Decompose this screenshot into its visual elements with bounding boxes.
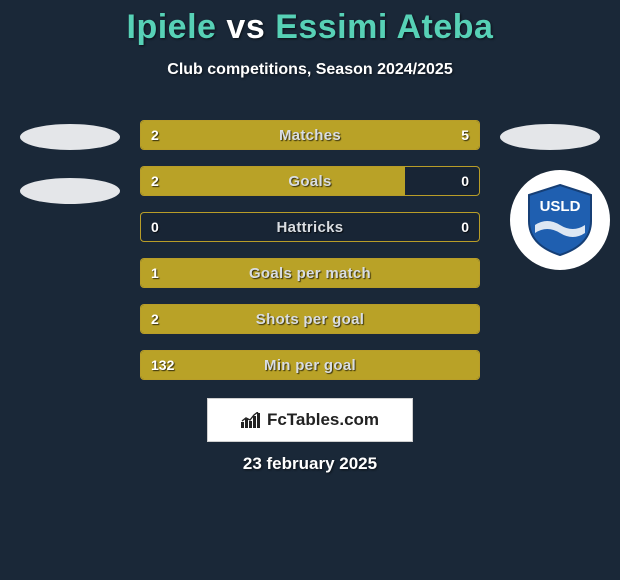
date-label: 23 february 2025 (0, 454, 620, 474)
stat-bar-row: 132Min per goal (140, 350, 480, 380)
stat-bar-row: 25Matches (140, 120, 480, 150)
subtitle: Club competitions, Season 2024/2025 (0, 61, 620, 79)
player1-avatar-placeholder-bottom (20, 178, 120, 204)
stat-label: Hattricks (141, 213, 479, 241)
stat-bar-row: 20Goals (140, 166, 480, 196)
stat-label: Min per goal (141, 351, 479, 379)
crest-text: USLD (540, 198, 581, 215)
fctables-badge: FcTables.com (207, 398, 413, 442)
fctables-text: FcTables.com (267, 410, 379, 430)
player2-avatar-placeholder (500, 124, 600, 150)
comparison-title: Ipiele vs Essimi Ateba (0, 0, 620, 47)
vs-separator: vs (226, 8, 265, 46)
player2-name: Essimi Ateba (275, 8, 493, 46)
stat-bar-row: 2Shots per goal (140, 304, 480, 334)
stat-label: Shots per goal (141, 305, 479, 333)
stat-label: Goals per match (141, 259, 479, 287)
player1-avatar-placeholder-top (20, 124, 120, 150)
stat-label: Matches (141, 121, 479, 149)
player1-name: Ipiele (127, 8, 217, 46)
stat-bars: 25Matches 20Goals 00Hattricks 1Goals per ma… (140, 120, 480, 396)
stat-bar-row: 1Goals per match (140, 258, 480, 288)
usld-crest-icon: USLD (521, 181, 599, 259)
stat-label: Goals (141, 167, 479, 195)
player2-club-crest: USLD (510, 170, 610, 270)
stat-bar-row: 00Hattricks (140, 212, 480, 242)
fctables-logo-icon (241, 412, 263, 428)
